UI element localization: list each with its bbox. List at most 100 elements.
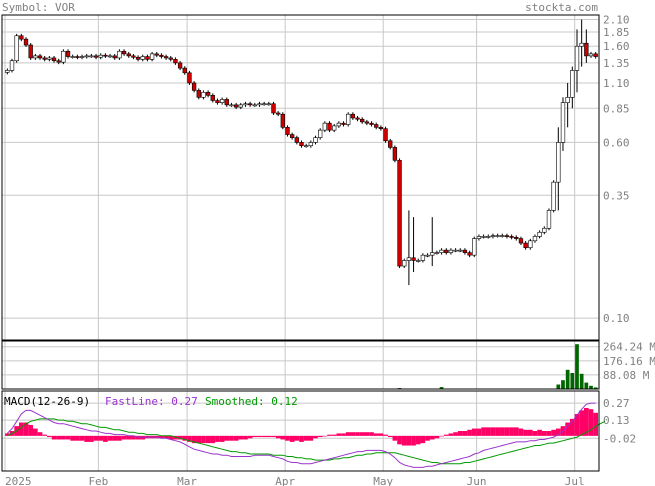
candle-body: [79, 56, 85, 58]
macd-histogram-bar: [247, 435, 253, 439]
volume-bar: [593, 387, 598, 389]
candle-body: [378, 126, 384, 130]
macd-histogram-bar: [233, 435, 239, 441]
macd-frame: [1, 390, 600, 472]
candle-body: [584, 42, 589, 57]
macd-histogram-bar: [65, 435, 71, 440]
macd-histogram-bar: [457, 431, 463, 436]
candle-body: [61, 50, 66, 63]
macd-tick-label: -0.02: [603, 432, 636, 445]
candle-body: [257, 103, 262, 106]
candle-body: [229, 104, 234, 107]
candle-body: [495, 235, 500, 237]
candle-body: [187, 72, 192, 84]
candle-body: [261, 103, 267, 106]
candle-body: [289, 134, 295, 138]
candle-body: [145, 56, 150, 60]
candle-body: [70, 56, 75, 58]
candle-body: [336, 122, 342, 127]
candle-body: [107, 55, 113, 58]
macd-histogram-bar: [177, 435, 183, 440]
candle-body: [490, 235, 496, 237]
candle-body: [294, 137, 299, 143]
macd-histogram-bar: [588, 409, 594, 436]
macd-histogram-bar: [117, 435, 122, 441]
candle-body: [252, 104, 257, 107]
macd-histogram-bar: [89, 435, 94, 442]
macd-histogram-bar: [289, 435, 295, 442]
macd-histogram-bar: [243, 435, 248, 440]
candle-body: [182, 67, 187, 74]
macd-histogram-bar: [392, 435, 398, 441]
candle-body: [444, 249, 449, 253]
candle-body: [472, 238, 477, 256]
macd-histogram-bar: [187, 435, 192, 442]
candle-body: [28, 44, 33, 59]
macd-histogram-bar: [523, 429, 528, 436]
candle-body: [247, 103, 253, 106]
candle-body: [500, 235, 505, 237]
x-tick-label: May: [373, 475, 393, 486]
candle-body: [210, 95, 215, 101]
candle-body: [75, 56, 80, 58]
candle-body: [411, 257, 416, 261]
macd-histogram-bar: [61, 435, 66, 440]
volume-bar: [579, 373, 584, 389]
macd-histogram-bar: [378, 433, 384, 436]
candle-body: [191, 82, 197, 91]
candle-body: [37, 55, 43, 59]
x-tick-label: Jul: [565, 475, 585, 486]
macd-histogram-bar: [555, 428, 561, 436]
macd-histogram-bar: [537, 429, 542, 436]
macd-tick-label: 0.27: [603, 397, 630, 410]
macd-histogram-bar: [163, 435, 169, 439]
macd-histogram-bar: [303, 435, 309, 441]
candle-body: [121, 50, 127, 55]
macd-histogram-bar: [369, 432, 374, 436]
macd-histogram-bar: [331, 434, 337, 436]
candle-body: [196, 90, 201, 98]
candle-body: [546, 210, 552, 229]
candle-body: [266, 103, 271, 106]
candle-body: [318, 129, 323, 138]
candle-body: [327, 122, 332, 131]
macd-histogram-bar: [266, 435, 272, 438]
candle-body: [537, 231, 542, 237]
candle-body: [304, 145, 309, 148]
candle-body: [518, 238, 524, 244]
price-tick-label: 1.60: [603, 40, 630, 53]
candle-body: [177, 62, 183, 69]
macd-histogram-bar: [429, 435, 435, 440]
macd-histogram-bar: [47, 435, 52, 438]
candle-body: [215, 100, 220, 103]
macd-histogram-bar: [467, 429, 472, 436]
macd-histogram-bar: [322, 435, 328, 437]
volume-bar: [556, 384, 561, 389]
macd-histogram-bar: [103, 435, 108, 442]
candle-body: [392, 147, 398, 161]
macd-histogram-bar: [93, 435, 99, 441]
candle-body: [103, 54, 108, 57]
macd-histogram-bar: [201, 435, 206, 444]
macd-histogram-bar: [485, 427, 491, 436]
macd-histogram-bar: [28, 424, 34, 436]
macd-histogram-bar: [159, 435, 164, 439]
macd-histogram-bar: [336, 433, 342, 436]
macd-title: MACD(12-26-9): [4, 395, 90, 408]
candle-body: [238, 104, 243, 108]
x-tick-label: Mar: [177, 475, 197, 486]
macd-histogram-bar: [285, 435, 290, 441]
x-tick-label: Jan 2025: [0, 475, 31, 486]
volume-bar: [589, 385, 593, 389]
macd-histogram-bar: [107, 435, 113, 441]
candle-body: [346, 113, 351, 125]
candle-body: [126, 53, 131, 57]
macd-histogram-bar: [327, 434, 332, 436]
volume-tick-label: 264.24 M: [603, 341, 655, 354]
macd-histogram-bar: [252, 435, 258, 438]
candle-body: [9, 60, 15, 71]
candle-body: [299, 142, 304, 147]
volume-bar: [439, 387, 444, 389]
price-frame: [1, 14, 600, 341]
candle-body: [285, 126, 290, 135]
